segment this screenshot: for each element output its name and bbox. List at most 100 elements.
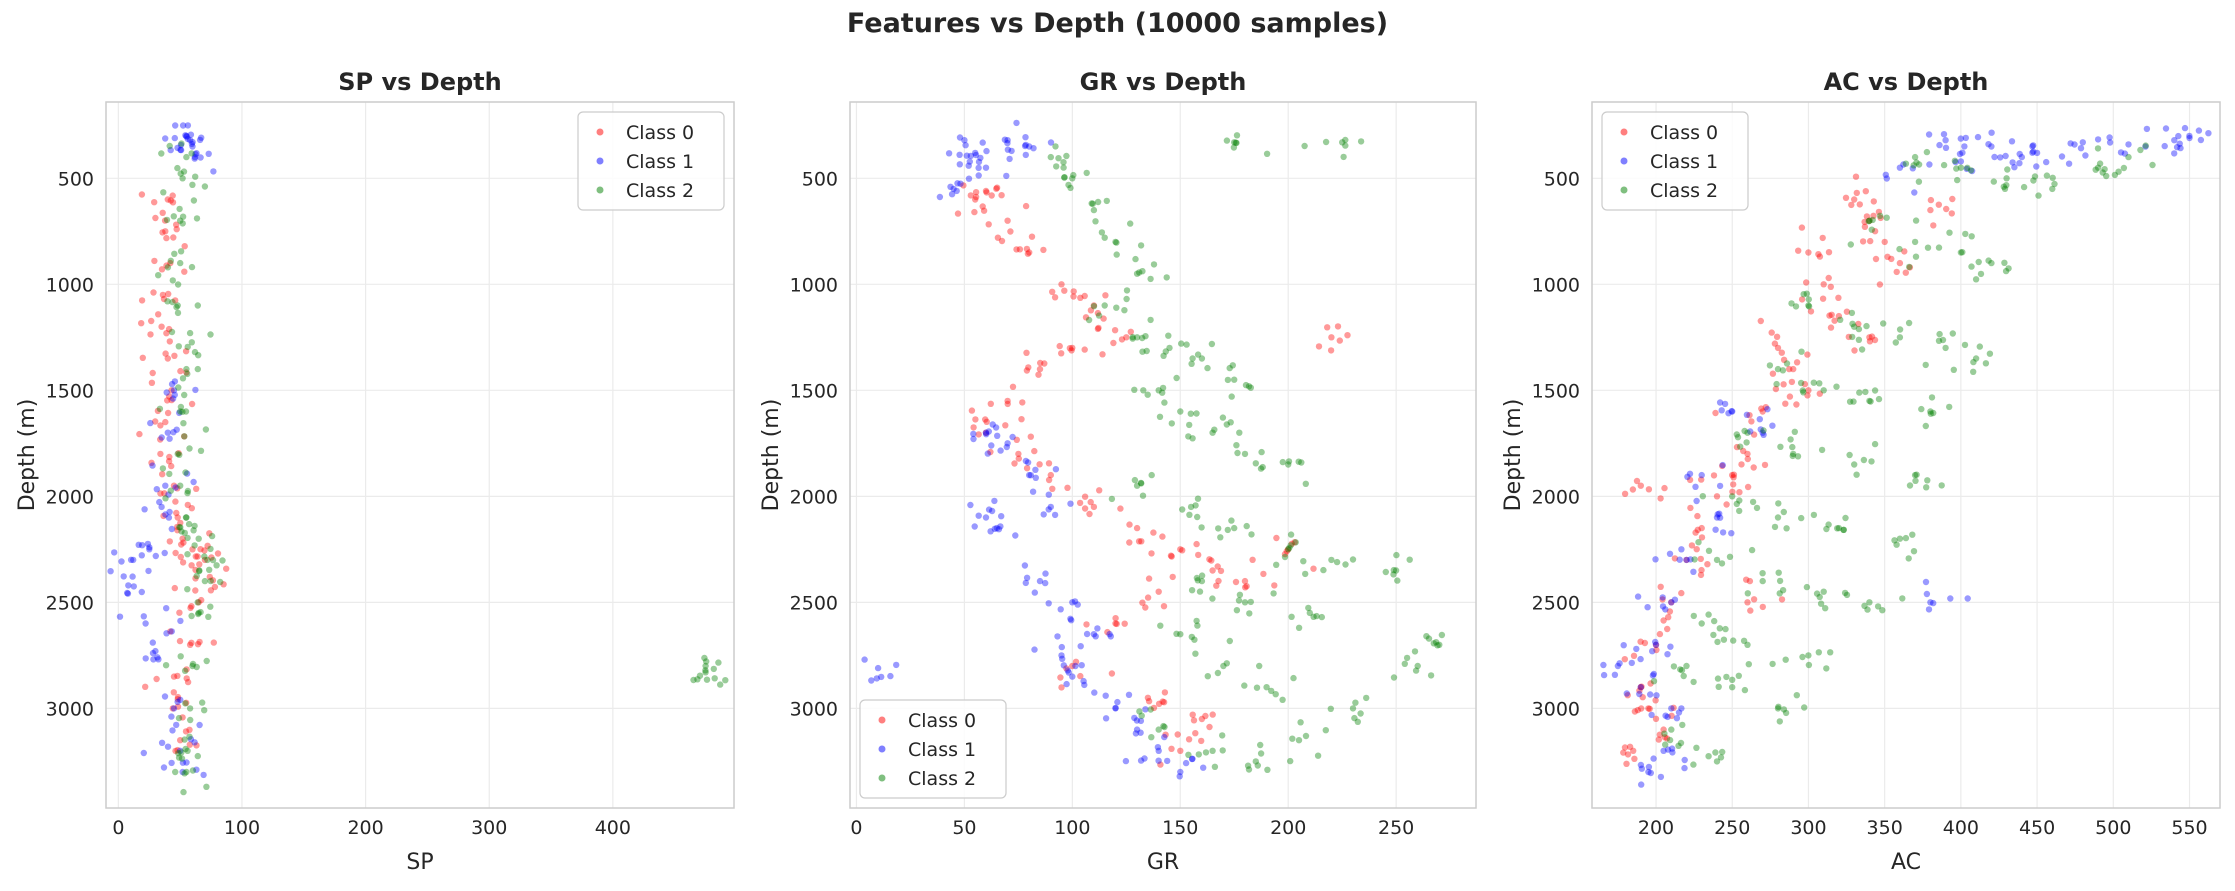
scatter-point-class-0 <box>206 573 213 581</box>
scatter-point-class-2 <box>1195 751 1203 758</box>
scatter-point-class-0 <box>1871 228 1879 235</box>
scatter-point-class-0 <box>142 683 149 690</box>
scatter-point-class-2 <box>1905 555 1912 562</box>
scatter-point-class-2 <box>1390 566 1398 574</box>
scatter-point-class-0 <box>1174 731 1181 738</box>
scatter-point-class-2 <box>1088 200 1095 207</box>
scatter-point-class-2 <box>1236 429 1243 436</box>
scatter-point-class-2 <box>184 343 191 351</box>
scatter-point-class-1 <box>1657 773 1665 781</box>
scatter-point-class-2 <box>180 420 187 427</box>
scatter-point-class-1 <box>1022 457 1030 465</box>
scatter-point-class-0 <box>987 448 994 456</box>
scatter-point-class-2 <box>1427 672 1435 679</box>
scatter-point-class-2 <box>1906 263 1913 271</box>
axes-frame <box>849 101 1477 809</box>
scatter-point-class-1 <box>993 524 1000 532</box>
scatter-point-class-0 <box>1853 189 1861 197</box>
scatter-point-class-1 <box>183 759 190 766</box>
x-tick-label: 50 <box>952 817 976 839</box>
scatter-point-class-2 <box>1185 433 1192 440</box>
scatter-point-class-0 <box>1637 638 1644 645</box>
scatter-point-class-1 <box>1957 158 1965 165</box>
scatter-point-class-2 <box>1357 710 1364 717</box>
scatter-point-class-0 <box>181 268 188 275</box>
scatter-point-class-0 <box>1291 539 1298 546</box>
scatter-point-class-0 <box>1927 206 1934 214</box>
scatter-point-class-2 <box>1092 218 1099 225</box>
scatter-point-class-1 <box>2186 134 2193 142</box>
scatter-point-class-2 <box>702 667 709 674</box>
scatter-point-class-0 <box>160 512 167 520</box>
scatter-point-class-1 <box>135 541 142 548</box>
scatter-point-class-0 <box>152 418 159 425</box>
scatter-point-class-0 <box>1096 487 1103 494</box>
scatter-point-class-0 <box>1090 302 1098 309</box>
scatter-point-class-1 <box>1058 643 1066 651</box>
scatter-point-class-1 <box>173 721 180 729</box>
scatter-point-class-1 <box>2067 140 2074 147</box>
scatter-point-class-1 <box>149 462 156 469</box>
scatter-point-class-1 <box>127 556 135 563</box>
scatter-point-class-2 <box>1300 558 1307 565</box>
points-layer <box>1600 124 2212 788</box>
scatter-point-class-2 <box>703 658 710 665</box>
scatter-point-class-0 <box>177 519 184 527</box>
scatter-point-class-1 <box>975 172 982 179</box>
scatter-point-class-1 <box>1004 139 1011 147</box>
scatter-point-class-0 <box>1693 546 1700 553</box>
scatter-point-class-1 <box>1067 615 1074 622</box>
scatter-point-class-2 <box>1982 360 1990 367</box>
scatter-point-class-1 <box>1664 713 1671 721</box>
scatter-point-class-1 <box>1666 550 1674 557</box>
scatter-point-class-2 <box>178 755 186 762</box>
scatter-point-class-0 <box>1135 538 1143 545</box>
scatter-point-class-0 <box>159 471 166 478</box>
scatter-point-class-1 <box>2071 141 2078 148</box>
scatter-point-class-0 <box>1678 589 1685 597</box>
scatter-point-class-2 <box>1892 339 1900 346</box>
scatter-point-class-0 <box>1816 390 1824 397</box>
scatter-point-class-1 <box>936 193 944 201</box>
scatter-point-class-2 <box>175 750 182 757</box>
scatter-point-class-0 <box>1786 393 1794 400</box>
scatter-point-class-1 <box>861 656 868 663</box>
scatter-point-class-0 <box>1273 534 1280 542</box>
scatter-point-class-1 <box>1634 593 1642 600</box>
points-layer <box>861 119 1446 780</box>
scatter-point-class-0 <box>201 556 209 564</box>
scatter-point-class-2 <box>1188 633 1196 641</box>
scatter-point-class-2 <box>1233 607 1241 614</box>
scatter-point-class-2 <box>184 747 191 754</box>
scatter-point-class-0 <box>1747 607 1754 614</box>
scatter-point-class-1 <box>984 450 991 457</box>
scatter-point-class-0 <box>1045 460 1053 467</box>
scatter-point-class-2 <box>1720 636 1728 643</box>
scatter-point-class-2 <box>1871 387 1879 394</box>
scatter-point-class-0 <box>972 189 980 196</box>
scatter-point-class-0 <box>1866 334 1873 341</box>
scatter-point-class-2 <box>181 736 188 743</box>
scatter-point-class-2 <box>183 365 190 373</box>
scatter-point-class-0 <box>182 728 190 735</box>
scatter-point-class-2 <box>1776 590 1783 597</box>
scatter-point-class-2 <box>185 520 193 528</box>
scatter-point-class-1 <box>149 649 157 657</box>
scatter-point-class-0 <box>1871 336 1879 344</box>
scatter-point-class-1 <box>154 654 161 661</box>
scatter-point-class-1 <box>150 656 157 663</box>
scatter-point-class-1 <box>174 144 181 152</box>
scatter-point-class-2 <box>1248 531 1255 538</box>
scatter-point-class-1 <box>2030 142 2037 149</box>
scatter-point-class-0 <box>1334 323 1342 330</box>
scatter-point-class-0 <box>1698 524 1705 532</box>
scatter-point-class-0 <box>1213 582 1220 589</box>
scatter-point-class-1 <box>1032 474 1040 481</box>
scatter-point-class-2 <box>1896 326 1904 333</box>
scatter-point-class-1 <box>166 508 173 516</box>
scatter-point-class-2 <box>176 524 183 531</box>
scatter-point-class-0 <box>1805 249 1812 256</box>
scatter-point-class-2 <box>1753 504 1761 512</box>
scatter-point-class-1 <box>1131 714 1138 722</box>
scatter-point-class-0 <box>1023 367 1031 374</box>
